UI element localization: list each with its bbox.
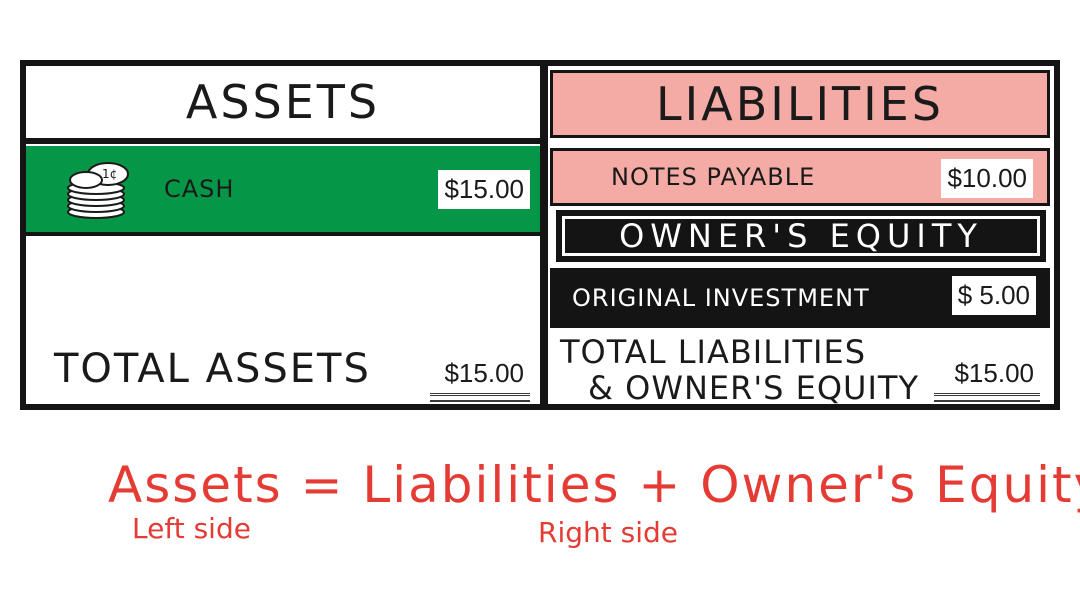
total-liabilities-equity-amount: $15.00 [934, 358, 1040, 402]
original-investment-label: ORIGINAL INVESTMENT [572, 284, 870, 312]
liabilities-header: LIABILITIES [550, 70, 1050, 138]
right-side-label: Right side [538, 516, 678, 549]
svg-text:1¢: 1¢ [102, 167, 117, 181]
notes-payable-amount: $10.00 [941, 159, 1033, 198]
cash-row: 1¢ CASH $15.00 [26, 146, 540, 236]
total-liabilities-equity-label: TOTAL LIABILITIES & OWNER'S EQUITY [560, 334, 940, 406]
total-liabilities-line: TOTAL LIABILITIES [560, 333, 867, 371]
original-investment-row: ORIGINAL INVESTMENT $ 5.00 [550, 268, 1050, 328]
liabilities-header-label: LIABILITIES [656, 77, 944, 131]
total-assets-amount: $15.00 [430, 358, 530, 402]
owners-equity-header-label: OWNER'S EQUITY [619, 217, 983, 255]
notes-payable-label: NOTES PAYABLE [611, 163, 816, 191]
total-owners-equity-line: & OWNER'S EQUITY [588, 369, 919, 407]
original-investment-amount: $ 5.00 [951, 276, 1036, 315]
accounting-equation: Assets = Liabilities + Owner's Equity [108, 456, 1080, 514]
notes-payable-row: NOTES PAYABLE $10.00 [550, 148, 1050, 206]
cash-label: CASH [164, 175, 235, 203]
cash-amount: $15.00 [438, 170, 530, 209]
column-divider [540, 66, 548, 406]
assets-header-label: ASSETS [185, 75, 381, 129]
assets-header: ASSETS [26, 66, 540, 144]
owners-equity-header: OWNER'S EQUITY [556, 210, 1046, 262]
coin-stack-icon: 1¢ [67, 162, 129, 219]
total-assets-label: TOTAL ASSETS [54, 346, 371, 392]
left-side-label: Left side [132, 512, 251, 545]
